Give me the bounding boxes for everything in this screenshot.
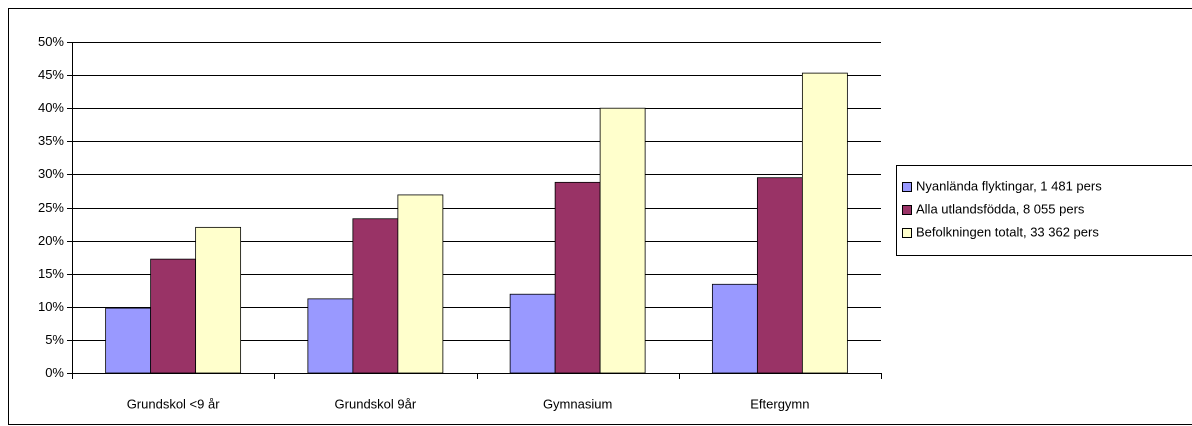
legend-box bbox=[896, 165, 1192, 256]
bar bbox=[150, 258, 197, 374]
y-tick-label: 0% bbox=[45, 365, 64, 380]
legend-swatch bbox=[902, 228, 912, 238]
bar bbox=[756, 177, 803, 374]
bar bbox=[352, 218, 399, 374]
y-tick-label: 50% bbox=[38, 34, 64, 49]
x-tick-label: Eftergymn bbox=[750, 396, 809, 411]
bar bbox=[711, 283, 758, 374]
y-tick-label: 20% bbox=[38, 233, 64, 248]
bar bbox=[801, 72, 848, 374]
y-tick-label: 5% bbox=[45, 332, 64, 347]
legend-label: Befolkningen totalt, 33 362 pers bbox=[916, 224, 1099, 239]
bar bbox=[599, 107, 646, 374]
bar bbox=[307, 298, 354, 374]
legend-swatch bbox=[902, 182, 912, 192]
x-tick-label: Grundskol <9 år bbox=[127, 396, 221, 411]
bar bbox=[509, 293, 556, 374]
bar bbox=[397, 194, 444, 374]
bar bbox=[554, 181, 601, 374]
x-tick-label: Gymnasium bbox=[543, 396, 612, 411]
y-tick-label: 25% bbox=[38, 200, 64, 215]
bar bbox=[105, 307, 152, 374]
legend-swatch bbox=[902, 205, 912, 215]
legend-label: Alla utlandsfödda, 8 055 pers bbox=[916, 201, 1085, 216]
y-tick-label: 15% bbox=[38, 266, 64, 281]
x-tick-label: Grundskol 9år bbox=[335, 396, 417, 411]
y-tick-label: 40% bbox=[38, 100, 64, 115]
bar bbox=[195, 226, 242, 374]
y-tick-label: 10% bbox=[38, 299, 64, 314]
y-tick-label: 45% bbox=[38, 67, 64, 82]
y-tick-label: 35% bbox=[38, 133, 64, 148]
y-tick-label: 30% bbox=[38, 166, 64, 181]
legend-label: Nyanlända flyktingar, 1 481 pers bbox=[916, 178, 1102, 193]
